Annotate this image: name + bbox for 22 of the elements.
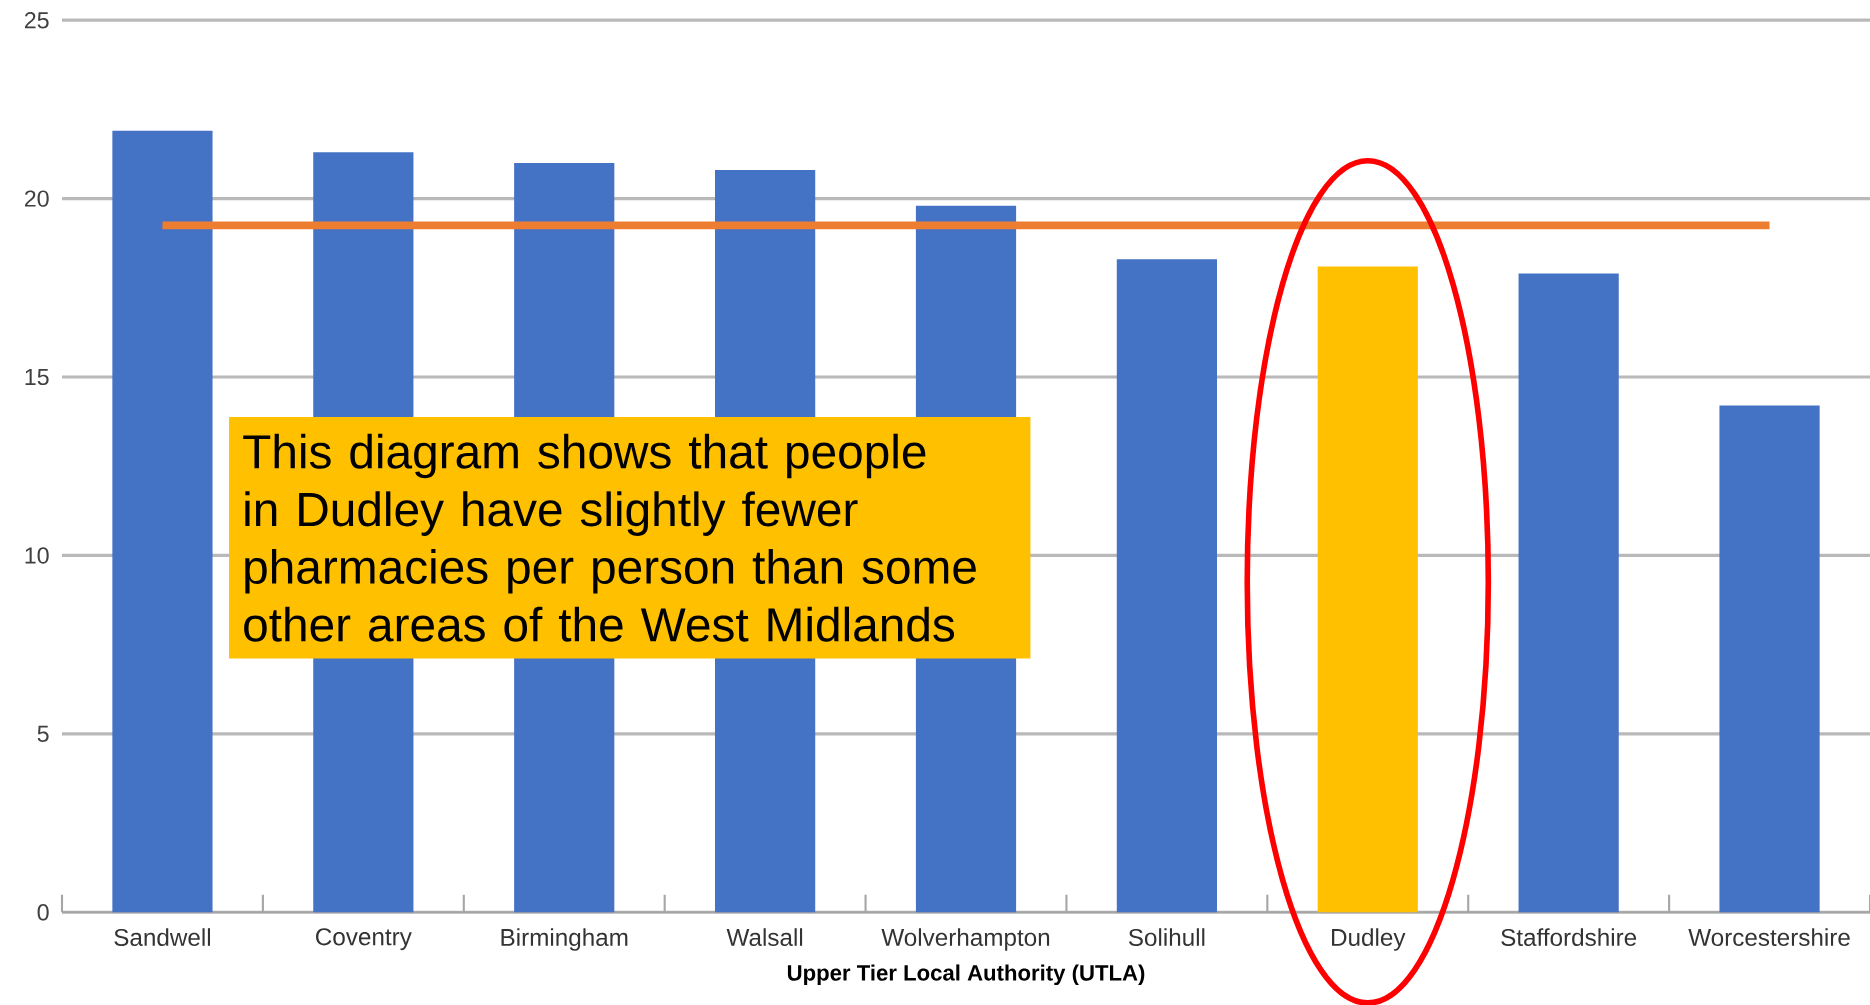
bar <box>1116 259 1217 913</box>
x-tick-label: Worcestershire <box>1688 928 1850 946</box>
y-tick-label: 0 <box>37 903 49 921</box>
y-tick-label: 20 <box>24 190 49 207</box>
bar <box>112 130 213 913</box>
x-axis-title: Upper Tier Local Authority (UTLA) <box>787 964 1145 985</box>
annotation: This diagram shows that people in Dudley have slightly fewer pharmacies per person than some other areas of the West Midlands <box>243 433 976 642</box>
x-tick-label: Staffordshire <box>1501 928 1637 946</box>
y-tick-label: 15 <box>25 368 49 385</box>
x-tick-label: Birmingham <box>501 928 628 951</box>
y-tick-label: 5 <box>37 725 49 742</box>
x-tick-label: Walsall <box>726 928 803 946</box>
x-tick-label: Coventry <box>316 928 412 951</box>
x-tick-label: Sandwell <box>114 928 210 946</box>
x-tick-label: Dudley <box>1332 928 1406 951</box>
x-tick-label: Solihull <box>1128 928 1205 946</box>
bar <box>1518 273 1619 913</box>
y-tick-label: 10 <box>25 547 49 564</box>
x-tick-label: Wolverhampton <box>881 928 1050 951</box>
y-tick-label: 25 <box>24 11 49 29</box>
bar <box>1719 405 1820 913</box>
bar <box>1317 266 1418 913</box>
